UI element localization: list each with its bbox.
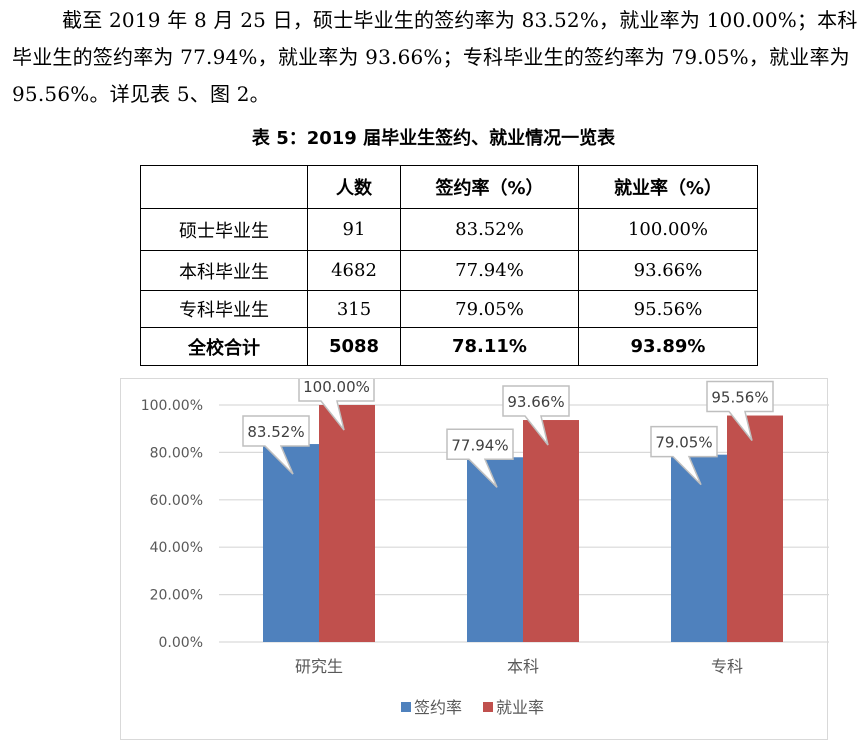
table-cell: 93.89% bbox=[578, 327, 758, 366]
y-tick-label: 60.00% bbox=[150, 493, 203, 509]
x-category-label: 本科 bbox=[507, 657, 539, 676]
y-tick-label: 0.00% bbox=[159, 635, 203, 651]
legend-swatch bbox=[401, 702, 411, 712]
table-cell: 专科毕业生 bbox=[140, 290, 308, 328]
employment-table: 人数 签约率（%） 就业率（%） 硕士毕业生 91 83.52% 100.00%… bbox=[140, 165, 758, 366]
chart-svg: 0.00% 20.00% 40.00% 60.00% 80.00% 100.00% 研究生 8… bbox=[141, 370, 831, 717]
table-cell: 83.52% bbox=[400, 208, 579, 251]
header-cell: 人数 bbox=[307, 165, 401, 209]
header-cell bbox=[140, 165, 308, 209]
data-label-callout bbox=[242, 415, 310, 475]
table-cell: 79.05% bbox=[400, 290, 579, 328]
bar bbox=[523, 420, 579, 642]
legend-swatch bbox=[483, 702, 493, 712]
data-label: 93.66% bbox=[507, 393, 564, 411]
table-cell: 100.00% bbox=[578, 208, 758, 251]
table-cell: 全校合计 bbox=[140, 327, 308, 366]
y-tick-label: 100.00% bbox=[141, 398, 203, 414]
data-label-callout bbox=[502, 385, 570, 446]
data-label: 77.94% bbox=[451, 436, 508, 454]
y-tick-label: 80.00% bbox=[150, 445, 203, 461]
legend-label: 签约率 bbox=[414, 698, 462, 717]
y-tick-label: 20.00% bbox=[150, 588, 203, 604]
bar bbox=[319, 405, 375, 642]
bar-chart: 0.00% 20.00% 40.00% 60.00% 80.00% 100.00% 研究生 8… bbox=[120, 370, 831, 740]
table-cell: 93.66% bbox=[578, 250, 758, 291]
table-header-row: 人数 签约率（%） 就业率（%） bbox=[140, 165, 758, 209]
y-tick-label: 40.00% bbox=[150, 540, 203, 556]
data-label: 95.56% bbox=[711, 389, 768, 407]
table-row: 硕士毕业生 91 83.52% 100.00% bbox=[140, 208, 758, 251]
table-cell: 4682 bbox=[307, 250, 401, 291]
bar bbox=[263, 444, 319, 642]
table-cell: 95.56% bbox=[578, 290, 758, 328]
table-total-row: 全校合计 5088 78.11% 93.89% bbox=[140, 327, 758, 366]
bar bbox=[671, 454, 727, 642]
data-label: 79.05% bbox=[655, 434, 712, 452]
data-label-callout bbox=[706, 380, 774, 441]
table-cell: 78.11% bbox=[400, 327, 579, 366]
body-paragraph: 截至 2019 年 8 月 25 日，硕士毕业生的签约率为 83.52%，就业率… bbox=[12, 8, 858, 106]
table-cell: 91 bbox=[307, 208, 401, 251]
x-category-label: 专科 bbox=[711, 657, 743, 676]
data-label-callout bbox=[446, 428, 514, 488]
table-cell: 硕士毕业生 bbox=[140, 208, 308, 251]
table-row: 专科毕业生 315 79.05% 95.56% bbox=[140, 290, 758, 328]
table-cell: 315 bbox=[307, 290, 401, 328]
table-row: 本科毕业生 4682 77.94% 93.66% bbox=[140, 250, 758, 291]
header-cell: 就业率（%） bbox=[578, 165, 758, 209]
table-cell: 77.94% bbox=[400, 250, 579, 291]
table-cell: 5088 bbox=[307, 327, 401, 366]
bar bbox=[467, 457, 523, 642]
data-label: 100.00% bbox=[303, 379, 370, 396]
legend-label: 就业率 bbox=[496, 698, 544, 717]
data-label: 83.52% bbox=[247, 423, 304, 441]
table-cell: 本科毕业生 bbox=[140, 250, 308, 291]
x-category-label: 研究生 bbox=[295, 657, 343, 676]
data-label-callout bbox=[650, 425, 718, 486]
header-cell: 签约率（%） bbox=[400, 165, 579, 209]
table-caption: 表 5：2019 届毕业生签约、就业情况一览表 bbox=[251, 128, 616, 149]
bar bbox=[727, 415, 783, 642]
